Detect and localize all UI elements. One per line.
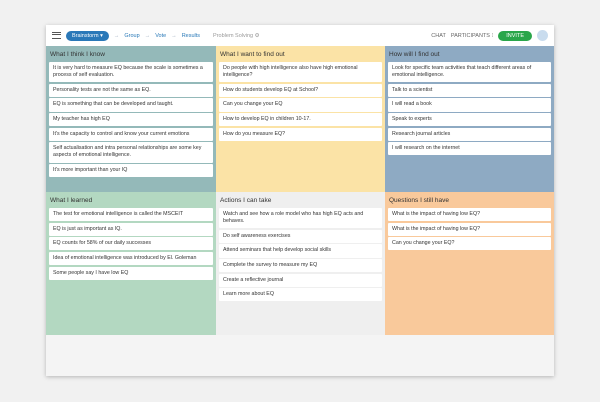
idea-card[interactable]: It is very hard to measure EQ because th… xyxy=(49,62,213,83)
column: What I learned The test for emotional int… xyxy=(46,192,216,335)
step-vote[interactable]: Vote xyxy=(155,32,167,39)
idea-card[interactable]: Attend seminars that help develop social… xyxy=(219,244,382,258)
idea-card[interactable]: Research journal articles xyxy=(388,127,551,141)
column-title[interactable]: How will I find out xyxy=(389,51,440,58)
participants-button[interactable]: PARTICIPANTS ⁝ xyxy=(450,32,494,39)
column: How will I find out Look for specific tea… xyxy=(385,46,554,192)
idea-card[interactable]: Talk to a scientist xyxy=(388,83,551,97)
idea-card[interactable]: My teacher has high EQ xyxy=(49,113,213,127)
column-title[interactable]: Actions I can take xyxy=(220,197,272,204)
chat-button[interactable]: CHAT xyxy=(431,32,446,39)
idea-card[interactable]: Do people with high intelligence also ha… xyxy=(219,62,382,83)
idea-card[interactable]: I will research on the internet xyxy=(388,142,551,156)
idea-card[interactable]: It's more important than your IQ xyxy=(49,164,213,178)
column-title[interactable]: What I want to find out xyxy=(220,51,285,58)
board-title[interactable]: Problem Solving ⚙ xyxy=(213,32,260,39)
stage-dropdown[interactable]: Brainstorm ▾ xyxy=(66,30,109,41)
arrow-icon: → xyxy=(144,32,151,39)
arrow-icon: → xyxy=(171,32,177,39)
arrow-icon: → xyxy=(113,32,120,39)
idea-card[interactable]: How do students develop EQ at School? xyxy=(219,83,382,97)
idea-card[interactable]: Complete the survey to measure my EQ xyxy=(219,259,382,273)
column-title[interactable]: What I think I know xyxy=(50,51,105,58)
idea-card[interactable]: Look for specific team activities that t… xyxy=(388,62,551,83)
idea-card[interactable]: Speak to experts xyxy=(388,113,551,127)
idea-card[interactable]: What is the impact of having low EQ? xyxy=(388,222,551,236)
header: Brainstorm ▾ → Group → Vote → Results Pr… xyxy=(46,25,554,46)
idea-card[interactable]: Watch and see how a role model who has h… xyxy=(219,208,382,229)
idea-card[interactable]: Do self awareness exercises xyxy=(219,229,382,243)
app-window: Brainstorm ▾ → Group → Vote → Results Pr… xyxy=(46,25,554,376)
column: Questions I still have What is the impact… xyxy=(385,192,554,335)
idea-card[interactable]: Personality tests are not the same as EQ… xyxy=(49,83,213,97)
idea-card[interactable]: How do you measure EQ? xyxy=(219,127,382,141)
idea-card[interactable]: EQ counts for 58% of our daily successes xyxy=(49,237,213,251)
idea-card[interactable]: Can you change your EQ xyxy=(219,98,382,112)
invite-button[interactable]: INVITE xyxy=(498,30,532,41)
idea-card[interactable]: I will read a book xyxy=(388,98,551,112)
menu-icon[interactable] xyxy=(52,32,61,39)
idea-card[interactable]: Self actualisation and intra personal re… xyxy=(49,142,213,163)
idea-card[interactable]: EQ is something that can be developed an… xyxy=(49,98,213,112)
idea-card[interactable]: Can you change your EQ? xyxy=(388,237,551,251)
board-grid: What I think I know It is very hard to me… xyxy=(46,46,554,335)
idea-card[interactable]: How to develop EQ in children 10-17. xyxy=(219,113,382,127)
idea-card[interactable]: EQ is just as important as IQ. xyxy=(49,222,213,236)
column: Actions I can take Watch and see how a ro… xyxy=(216,192,385,335)
step-group[interactable]: Group xyxy=(124,32,140,39)
idea-card[interactable]: It's the capacity to control and know yo… xyxy=(49,127,213,141)
step-results[interactable]: Results xyxy=(181,32,201,39)
idea-card[interactable]: Create a reflective journal xyxy=(219,273,382,287)
idea-card[interactable]: What is the impact of having low EQ? xyxy=(388,208,551,222)
idea-card[interactable]: Learn more about EQ xyxy=(219,288,382,302)
column-title[interactable]: Questions I still have xyxy=(389,197,449,204)
column: What I want to find out Do people with hi… xyxy=(216,46,385,192)
idea-card[interactable]: The test for emotional intelligence is c… xyxy=(49,208,213,222)
column-title[interactable]: What I learned xyxy=(50,197,93,204)
idea-card[interactable]: Some people say I have low EQ xyxy=(49,266,213,280)
column: What I think I know It is very hard to me… xyxy=(46,46,216,192)
avatar[interactable] xyxy=(537,30,548,41)
idea-card[interactable]: Idea of emotional intelligence was intro… xyxy=(49,251,213,266)
